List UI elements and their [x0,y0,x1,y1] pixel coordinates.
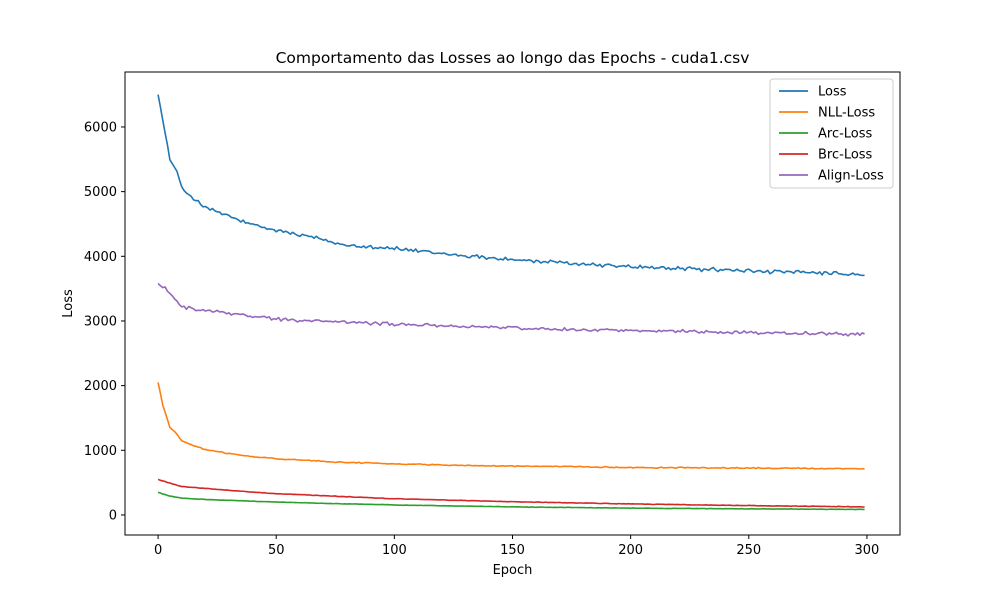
series-line-brc-loss [157,478,865,508]
legend: Loss NLL-Loss Arc-Loss Brc-Loss Align-Loss [769,78,894,189]
y-tick-label: 6000 [84,120,117,135]
y-axis-ticks: 0 1000 2000 3000 4000 5000 6000 [84,120,125,523]
y-tick-label: 5000 [84,185,117,200]
x-tick-label: 0 [154,543,162,558]
y-axis-label: Loss [61,289,76,318]
y-tick-label: 1000 [84,444,117,459]
series-line-loss [157,94,865,277]
y-tick-label: 0 [109,508,117,523]
series-line-align-loss [157,282,865,337]
x-tick-label: 250 [736,543,761,558]
y-tick-label: 2000 [84,379,117,394]
x-tick-label: 200 [618,543,643,558]
x-tick-label: 150 [500,543,525,558]
series-line-nll-loss [157,382,865,470]
y-tick-label: 3000 [84,314,117,329]
x-axis-ticks: 0 50 100 150 200 250 300 [154,535,879,558]
chart-title: Comportamento das Losses ao longo das Ep… [276,49,750,67]
y-tick-label: 4000 [84,250,117,265]
x-axis-label: Epoch [493,563,533,578]
legend-label: Brc-Loss [818,148,873,163]
legend-label: Arc-Loss [818,127,873,142]
x-tick-label: 300 [855,543,880,558]
series-line-arc-loss [157,491,865,511]
series-layer [157,94,865,511]
legend-box [769,78,894,189]
x-tick-label: 50 [268,543,285,558]
x-tick-label: 100 [382,543,407,558]
legend-label: Align-Loss [818,169,884,184]
legend-label: NLL-Loss [818,106,875,121]
legend-items: Loss NLL-Loss Arc-Loss Brc-Loss Align-Loss [779,85,884,184]
legend-label: Loss [818,85,847,100]
